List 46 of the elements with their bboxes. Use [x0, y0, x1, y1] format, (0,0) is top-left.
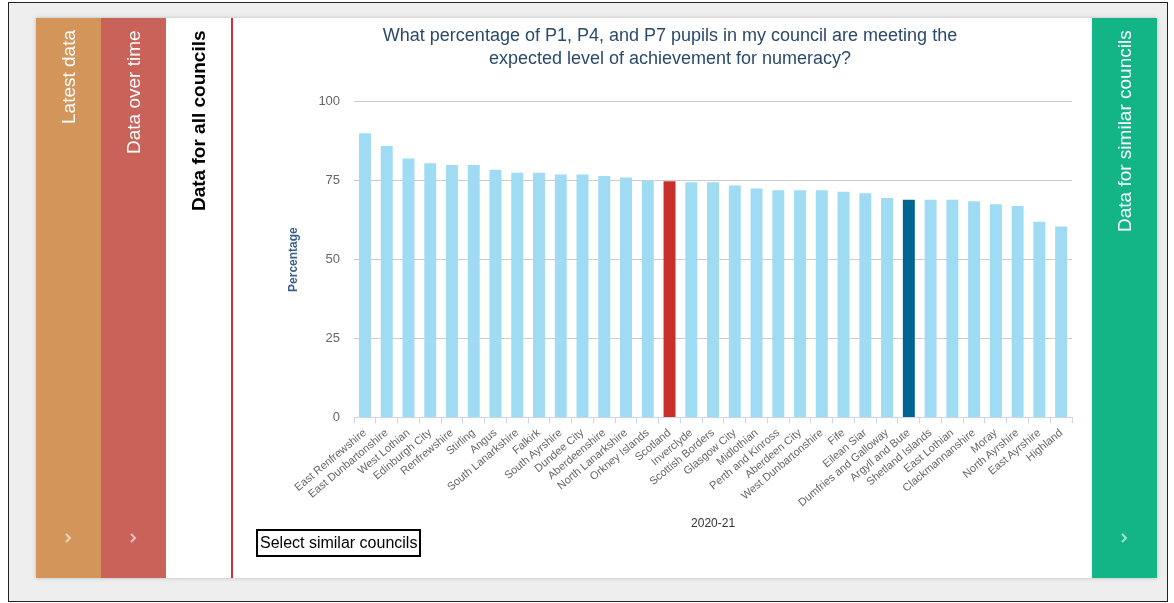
bar: [968, 201, 981, 417]
bar: [794, 190, 807, 417]
y-tick-label: 25: [325, 330, 341, 346]
bar: [1011, 205, 1024, 417]
bar: [402, 158, 415, 417]
bar: [641, 180, 654, 417]
bar: [576, 174, 589, 417]
bar: [881, 198, 894, 417]
bar: [511, 172, 524, 417]
text: Data for similar councils: [1113, 30, 1136, 232]
y-axis-title: Percentage: [285, 226, 300, 292]
x-axis-title: 2020-21: [691, 516, 736, 531]
bar: [772, 190, 785, 417]
bar: [380, 145, 393, 417]
bar: [924, 199, 937, 417]
bar: [750, 188, 763, 417]
bar: [989, 204, 1002, 417]
bar: [424, 163, 437, 417]
bar: [1033, 221, 1046, 417]
bar: [728, 185, 741, 417]
text: Data for all councils: [187, 30, 210, 211]
bar: [707, 182, 720, 417]
y-tick-label: 75: [325, 172, 341, 188]
bar: [815, 190, 828, 417]
bar: [663, 181, 676, 417]
text: Select similar councils: [256, 529, 422, 557]
bar: [946, 199, 959, 417]
bar: [620, 177, 633, 417]
bar: [533, 172, 545, 417]
bar: [489, 169, 502, 417]
bar: [598, 175, 611, 417]
bar: [859, 193, 872, 417]
bar: [902, 199, 915, 417]
y-tick-label: 0: [332, 408, 341, 424]
bar: [446, 164, 458, 417]
chart-title: What percentage of P1, P4, and P7 pupils in my council are meeting the expected level of achievement for numeracy?: [381, 24, 959, 70]
text: Data over time: [122, 30, 145, 154]
bar: [837, 191, 850, 417]
bar: [1055, 226, 1068, 417]
bar: [685, 182, 698, 417]
bar: [467, 164, 480, 417]
text: Latest data: [57, 29, 80, 124]
bar: [554, 174, 567, 417]
y-tick-label: 100: [318, 93, 341, 109]
bar: [358, 133, 371, 417]
y-tick-label: 50: [325, 251, 341, 267]
